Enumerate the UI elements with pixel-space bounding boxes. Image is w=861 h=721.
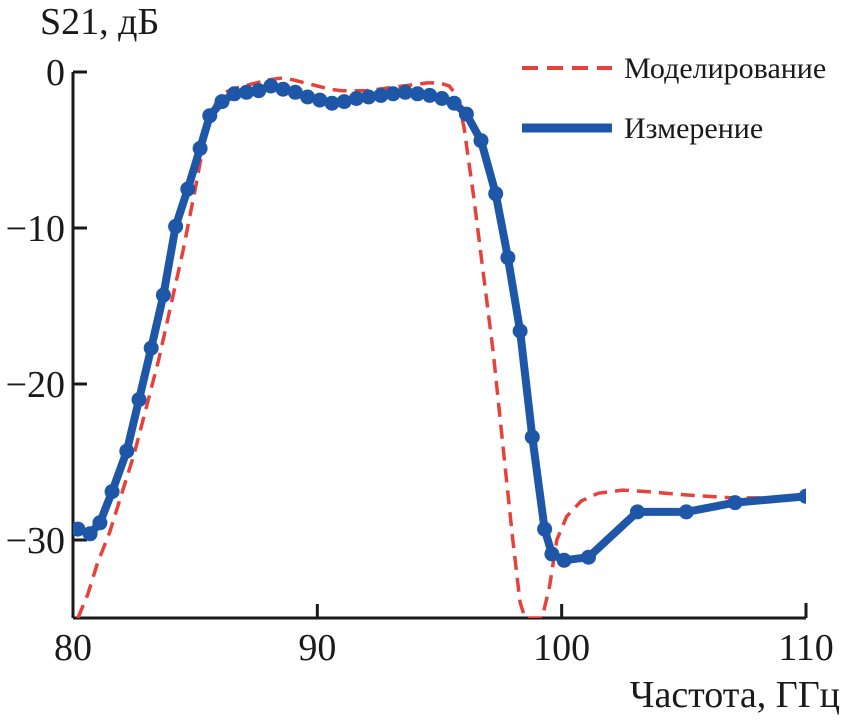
measurement-point xyxy=(798,488,806,504)
measurement-point xyxy=(214,94,230,110)
measurement-point xyxy=(397,84,413,100)
measurement-point xyxy=(336,94,352,110)
measurement-point xyxy=(312,92,328,108)
measurement-point xyxy=(287,84,303,100)
measurement-point xyxy=(488,186,504,202)
measurement-point xyxy=(537,521,553,537)
legend-label-measurement: Измерение xyxy=(624,112,763,145)
measurement-point xyxy=(119,443,135,459)
y-axis-title: S21, дБ xyxy=(40,1,159,43)
measurement-point xyxy=(73,521,86,537)
measurement-point xyxy=(348,91,364,106)
measurement-point xyxy=(82,526,98,542)
x-axis-title: Частота, ГГц xyxy=(630,674,840,716)
y-tick-label: −30 xyxy=(6,520,65,562)
series-line-simulation xyxy=(76,76,806,618)
measurement-point xyxy=(180,181,196,197)
y-tick-label: 0 xyxy=(46,52,65,94)
measurement-point xyxy=(629,504,645,520)
measurement-point xyxy=(473,133,489,149)
measurement-point xyxy=(410,86,425,102)
axes xyxy=(71,72,808,620)
legend: Моделирование Измерение xyxy=(522,52,826,145)
measurement-point xyxy=(524,429,540,445)
x-tick-label: 110 xyxy=(778,627,834,669)
measurement-point xyxy=(131,392,147,408)
y-tick-label: −20 xyxy=(6,364,65,406)
measurement-point xyxy=(373,87,389,103)
measurement-point xyxy=(678,504,694,520)
measurement-point xyxy=(458,106,474,122)
series-line-measurement xyxy=(76,82,806,565)
legend-label-simulation: Моделирование xyxy=(624,52,826,85)
series-layer xyxy=(73,76,806,618)
measurement-point xyxy=(202,108,218,124)
measurement-point xyxy=(324,95,340,111)
measurement-point xyxy=(275,81,291,97)
measurement-point xyxy=(300,89,316,105)
ticks: 80 90 100 110 0 −10 −20 −30 xyxy=(6,52,834,669)
measurement-point xyxy=(446,95,462,111)
measurement-point xyxy=(544,546,560,562)
measurement-point xyxy=(239,84,254,100)
x-tick-label: 80 xyxy=(54,627,92,669)
measurement-point xyxy=(727,495,743,511)
y-tick-label: −10 xyxy=(6,208,65,250)
measurement-point xyxy=(434,91,450,106)
measurement-point xyxy=(168,218,184,234)
measurement-point xyxy=(581,549,596,565)
measurement-point xyxy=(361,89,377,105)
measurement-point xyxy=(385,86,401,102)
measurement-point xyxy=(512,323,528,339)
measurement-point xyxy=(192,140,208,156)
x-tick-label: 90 xyxy=(298,627,336,669)
measurement-point xyxy=(251,83,267,99)
measurement-point xyxy=(556,552,572,568)
measurement-point xyxy=(263,78,279,94)
measurement-point xyxy=(143,340,159,356)
measurement-point xyxy=(155,287,171,303)
measurement-point xyxy=(104,484,120,500)
x-tick-label: 100 xyxy=(533,627,590,669)
measurement-point xyxy=(226,86,242,102)
measurement-point xyxy=(500,250,516,266)
measurement-point xyxy=(422,87,438,103)
measurement-point xyxy=(92,515,108,531)
